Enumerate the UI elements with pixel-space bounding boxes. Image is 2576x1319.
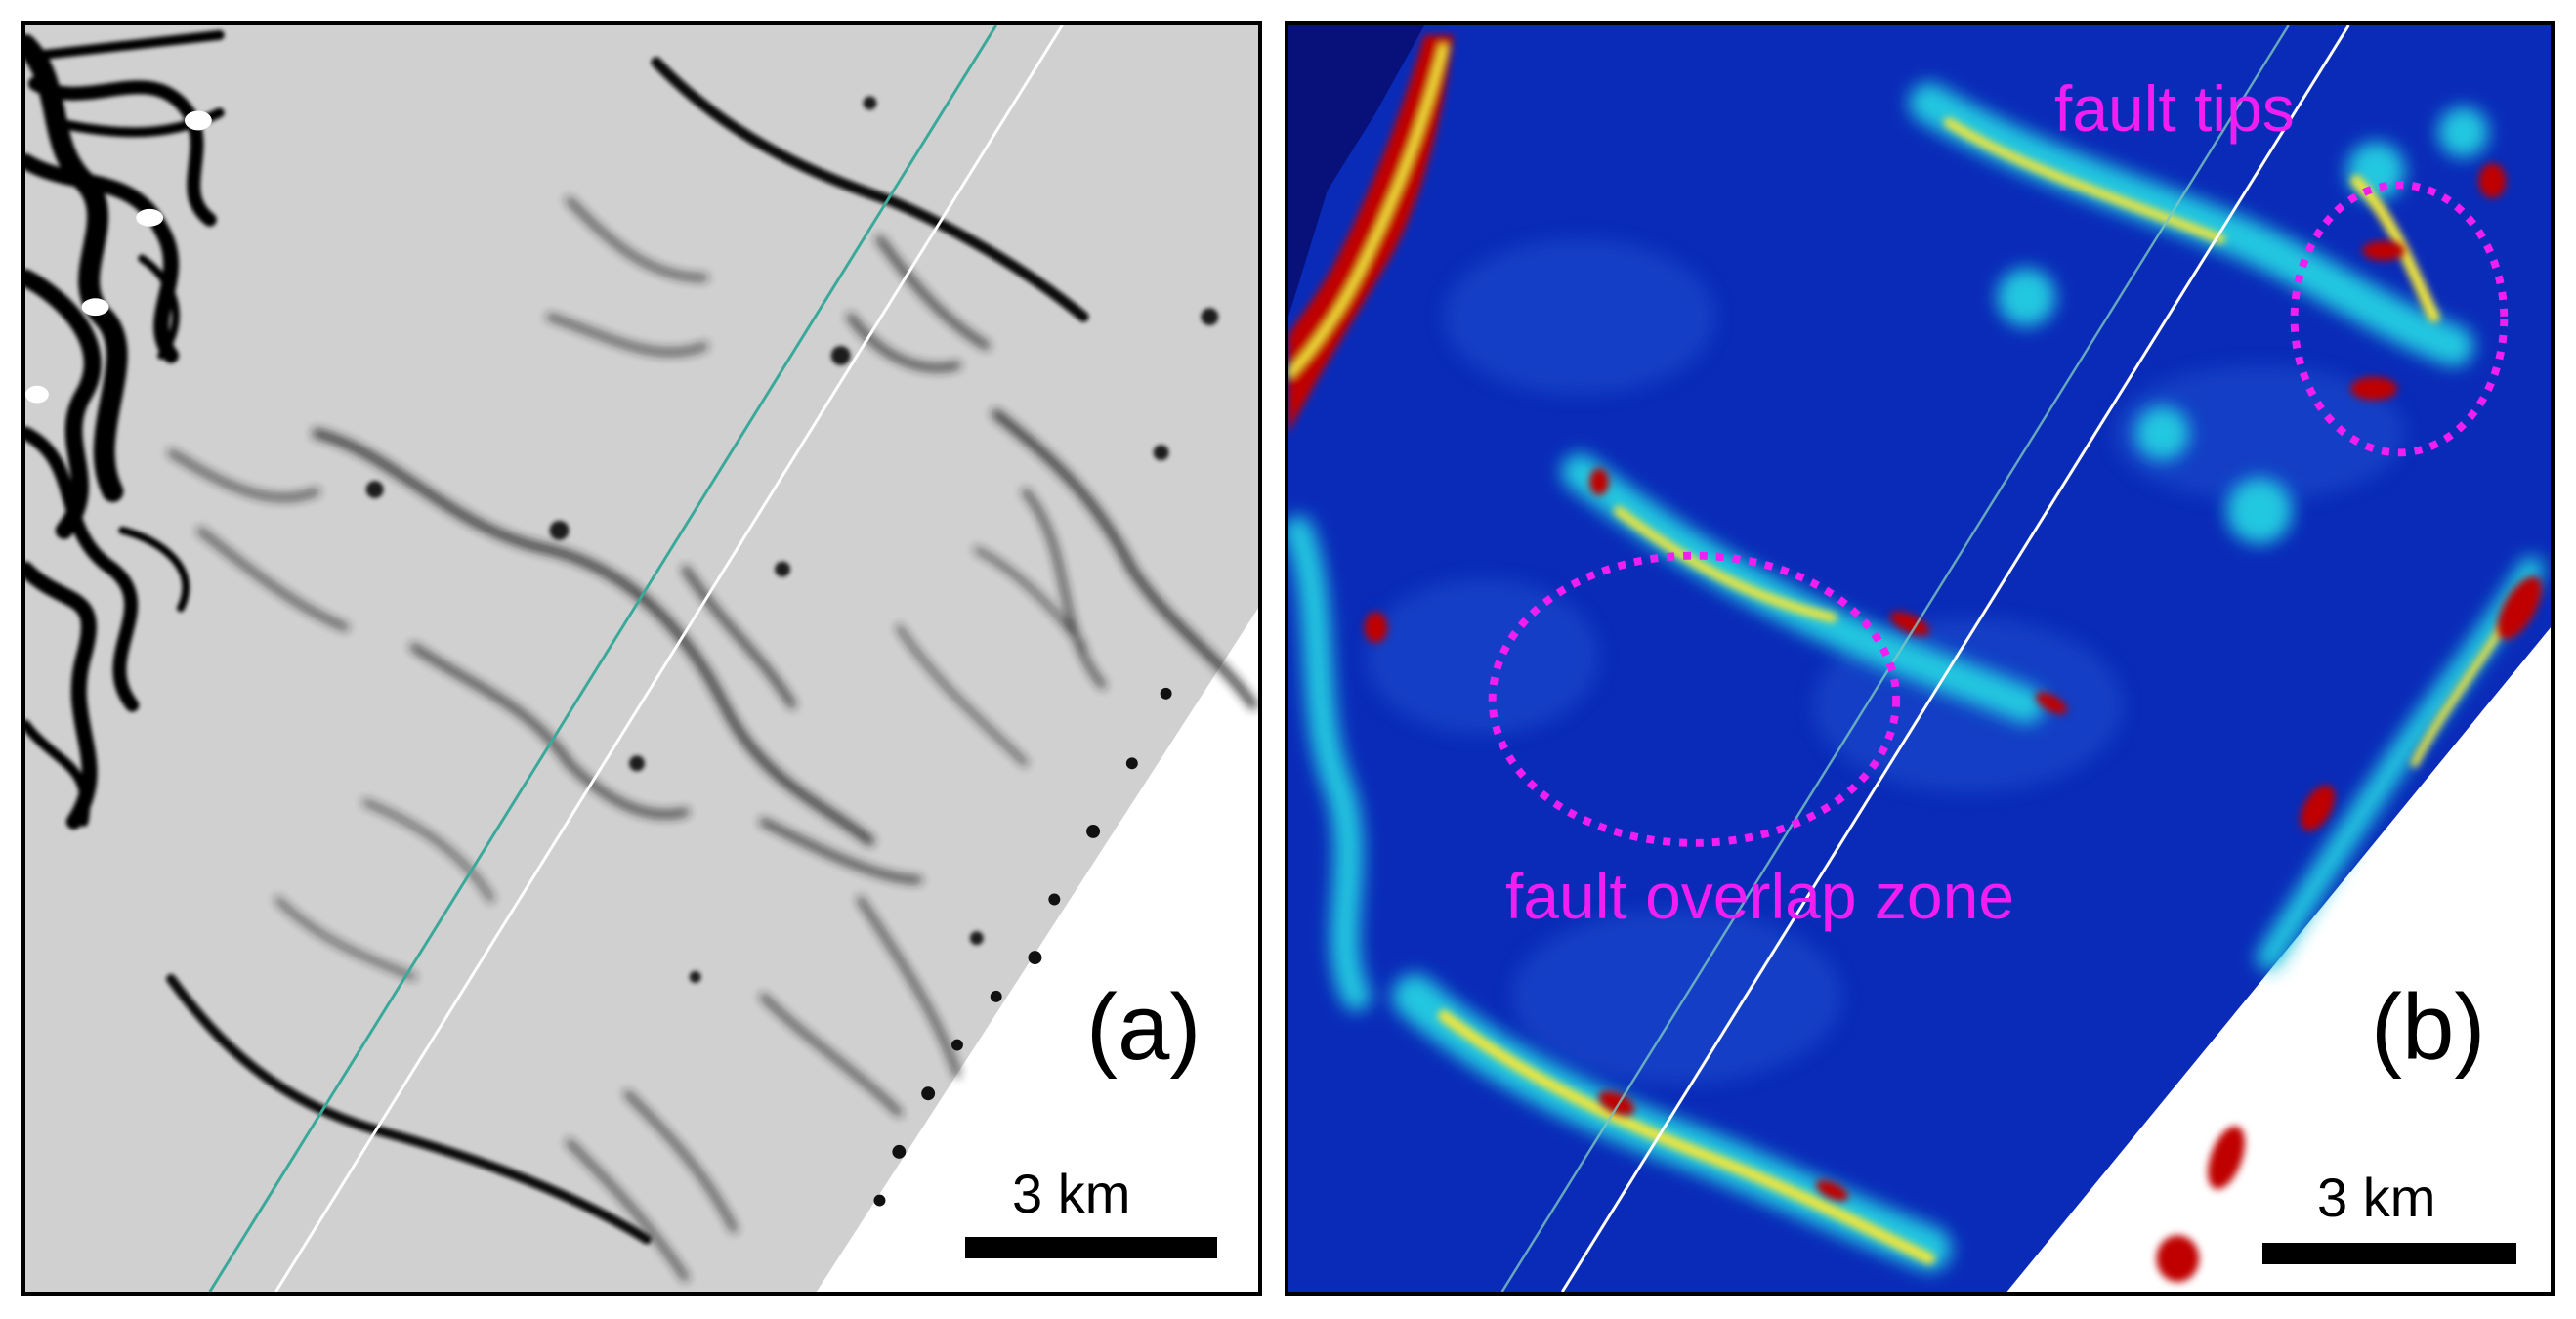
panel-b: fault tips fault overlap zone (b) 3 km [1285,21,2555,1296]
teal-survey-line [1500,25,2290,1292]
fault-overlap-ellipse [1488,551,1901,847]
white-survey-line [1560,25,2350,1292]
panel-label: (b) [2371,975,2486,1080]
fault-tips-annotation: fault tips [2054,72,2295,145]
teal-survey-line [208,25,997,1292]
fault-overlap-zone-annotation: fault overlap zone [1505,860,2015,932]
panel-a: (a) 3 km [21,21,1262,1296]
panel-label: (a) [1086,975,1202,1080]
grayscale-fault-image [25,25,1258,1292]
scale-bar-label: 3 km [2317,1167,2436,1228]
scale-bar [965,1237,1217,1258]
color-fault-image [1288,25,2551,1292]
scale-bar-label: 3 km [1012,1163,1131,1224]
white-survey-line [274,25,1064,1292]
scale-bar [2262,1243,2516,1264]
fault-tips-ellipse [2290,181,2509,457]
